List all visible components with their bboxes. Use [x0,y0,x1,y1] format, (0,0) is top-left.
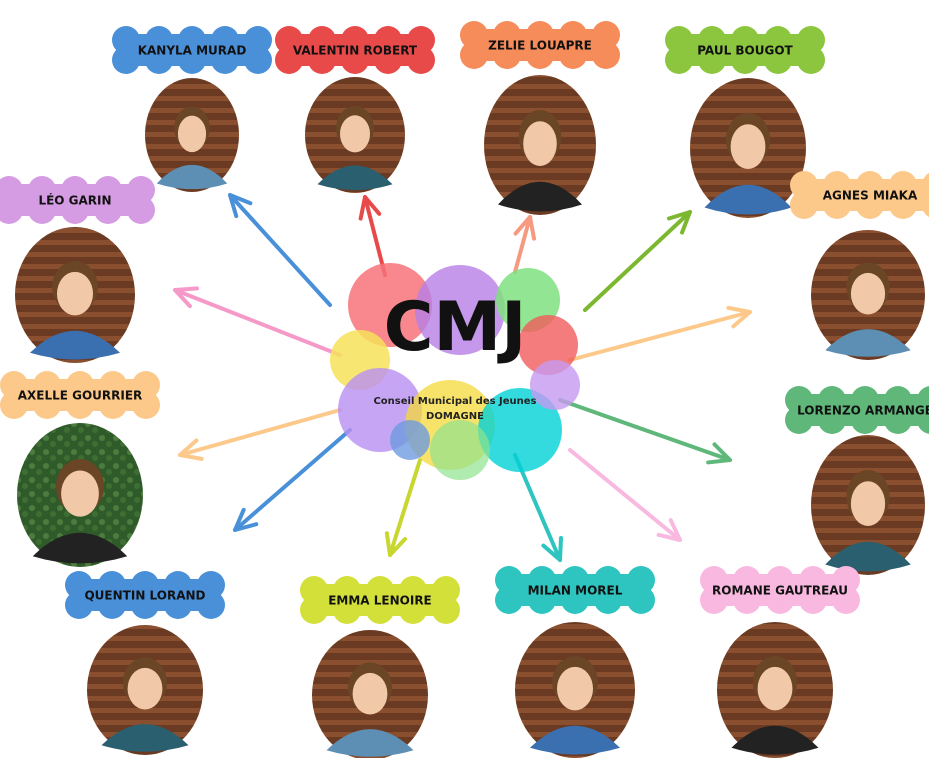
arrow-line [570,312,750,360]
arrows [175,195,750,560]
arrow-line [180,410,340,455]
arrow-line [230,195,330,305]
member-name: AGNES MIAKA [823,189,918,203]
diagram: CMJ Conseil Municipal des Jeunes DOMAGNE… [0,0,929,758]
member-name: KANYLA MURAD [138,44,247,58]
arrow-line [560,400,730,460]
center-logo: CMJ Conseil Municipal des Jeunes DOMAGNE [330,263,580,480]
member: QUENTIN LORAND [65,571,225,755]
photo-face [851,273,885,315]
member-name: EMMA LENOIRE [328,594,432,608]
photo-face [57,272,93,316]
member-name: QUENTIN LORAND [84,589,205,603]
member-name: VALENTIN ROBERT [293,44,418,58]
photo-face [353,673,388,715]
member: LÉO GARIN [0,176,155,363]
member-name: MILAN MOREL [528,584,623,598]
member-name: PAUL BOUGOT [697,44,793,58]
member: ROMANE GAUTREAU [700,566,860,758]
member: KANYLA MURAD [112,26,272,192]
photo-face [340,115,370,152]
center-title: CMJ [384,288,527,367]
member-name: LORENZO ARMANGE [797,404,929,418]
arrow-line [175,290,340,355]
member: AXELLE GOURRIER [0,371,160,567]
center-subtitle: Conseil Municipal des Jeunes [373,396,536,407]
photo-face [61,471,99,517]
photo-face [851,481,885,526]
arrow-line [585,212,690,310]
member-name: LÉO GARIN [38,193,111,208]
photo-face [731,124,766,169]
photo-face [523,121,557,166]
member-name: ZELIE LOUAPRE [488,39,592,53]
photo-face [557,667,593,711]
photo-face [178,116,206,152]
arrow-line [570,450,680,540]
member: MILAN MOREL [495,566,655,758]
arrow-line [235,430,350,530]
photo-face [758,667,793,711]
member: ZELIE LOUAPRE [460,21,620,215]
member-name: AXELLE GOURRIER [18,389,143,403]
member-name: ROMANE GAUTREAU [712,584,848,598]
center-place: DOMAGNE [426,411,484,422]
member: AGNES MIAKA [790,171,929,360]
photo-face [128,668,163,710]
member: VALENTIN ROBERT [275,26,435,193]
member: LORENZO ARMANGE [785,386,929,575]
member: EMMA LENOIRE [300,576,460,758]
